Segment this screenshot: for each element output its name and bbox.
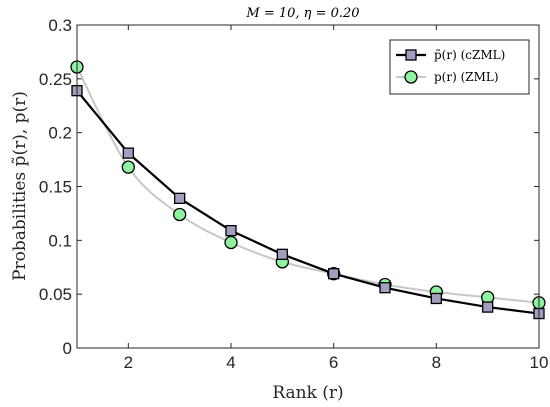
data-point-czml xyxy=(122,147,134,159)
x-tick-label: 10 xyxy=(530,353,549,372)
y-tick-label: 0 xyxy=(63,339,72,358)
legend: p̃(r) (cZML) p(r) (ZML) xyxy=(389,39,530,95)
data-point-czml xyxy=(276,248,288,260)
x-axis-label: Rank (r) xyxy=(272,383,343,403)
x-tick-label: 4 xyxy=(226,353,235,372)
y-tick-label: 0.1 xyxy=(48,231,72,250)
series-line-czml xyxy=(76,89,540,315)
data-point-czml xyxy=(430,292,442,305)
data-point-czml xyxy=(225,224,237,237)
plot-frame xyxy=(76,24,540,349)
y-tick-label: 0.25 xyxy=(39,70,72,89)
data-point-czml xyxy=(328,268,340,280)
legend-label: p̃(r) (cZML) xyxy=(434,48,505,62)
data-point-zml xyxy=(121,160,135,174)
y-tick-label: 0.05 xyxy=(39,285,72,304)
data-point-zml xyxy=(173,207,187,222)
y-tick-label: 0.3 xyxy=(48,16,72,35)
data-point-czml xyxy=(482,301,494,313)
x-tick-label: 2 xyxy=(124,353,133,372)
series-line-zml xyxy=(76,66,540,304)
data-point-czml xyxy=(379,282,391,294)
x-tick-label: 6 xyxy=(329,353,338,372)
legend-label: p(r) (ZML) xyxy=(434,70,499,84)
legend-box xyxy=(389,39,530,95)
data-point-zml xyxy=(224,235,238,250)
chart-title: M = 10, η = 0.20 xyxy=(245,6,359,21)
legend-marker-square xyxy=(405,49,417,61)
data-point-czml xyxy=(174,192,186,204)
y-tick-label: 0.15 xyxy=(39,178,72,197)
x-tick-label: 8 xyxy=(432,353,441,372)
legend-marker-circle xyxy=(404,70,418,84)
axes: 0 0.05 0.1 0.15 0.2 0.25 0.3 2 4 6 8 10 xyxy=(39,16,549,372)
y-tick-label: 0.2 xyxy=(48,124,72,143)
y-axis-label: Probabilities p̃(r), p(r) xyxy=(10,91,30,281)
